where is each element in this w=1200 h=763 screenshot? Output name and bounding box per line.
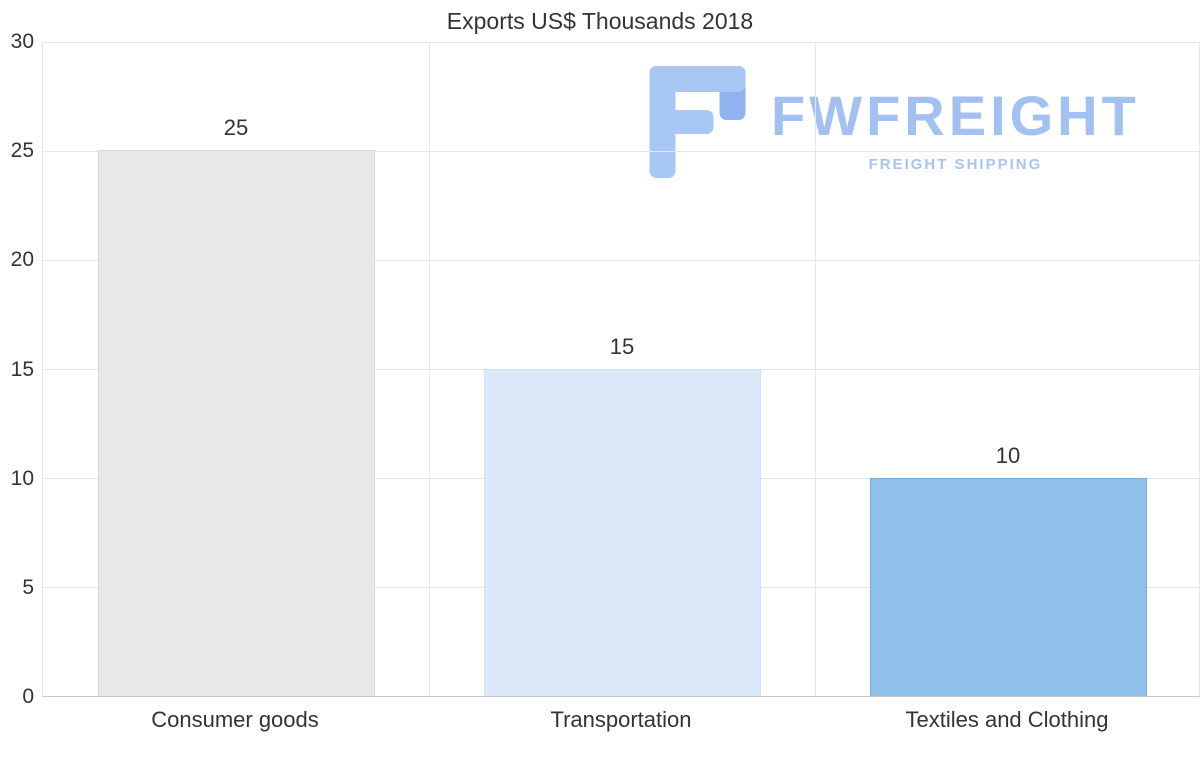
y-axis-tick-label: 15: [10, 357, 34, 381]
watermark-tagline: FREIGHT SHIPPING: [868, 156, 1043, 173]
category-label-transportation: Transportation: [550, 707, 692, 732]
watermark: FWFREIGHT FREIGHT SHIPPING: [649, 66, 1140, 178]
x-gridline: [428, 42, 430, 696]
y-axis-tick-label: 0: [22, 685, 34, 708]
x-gridline: [814, 42, 816, 696]
y-gridline-25: [43, 150, 1199, 152]
y-axis-tick-label: 30: [10, 30, 34, 53]
y-gridline-20: [43, 259, 1199, 261]
y-axis-tick-label: 20: [10, 248, 34, 272]
y-axis-tick-label: 25: [10, 139, 34, 163]
y-gridline-30: [43, 41, 1199, 43]
value-label: 10: [995, 442, 1021, 468]
category-label-textiles-and-clothing: Textiles and Clothing: [905, 707, 1109, 732]
watermark-text: FWFREIGHT FREIGHT SHIPPING: [771, 84, 1140, 174]
watermark-brand: FWFREIGHT: [771, 84, 1140, 147]
y-axis-tick-label: 10: [10, 466, 34, 490]
bar-textiles-and-clothing: [869, 477, 1147, 696]
y-axis-tick-label: 5: [22, 575, 34, 599]
value-label: 15: [609, 333, 635, 359]
fwfreight-logo-icon: [649, 66, 746, 178]
bar-transportation: [483, 368, 761, 696]
chart-title: Exports US$ Thousands 2018: [446, 8, 754, 34]
bar-consumer-goods: [97, 150, 375, 696]
category-label-consumer-goods: Consumer goods: [151, 707, 319, 732]
plot-area: FWFREIGHT FREIGHT SHIPPING 25 15 10: [42, 41, 1200, 697]
value-label: 25: [223, 115, 249, 141]
